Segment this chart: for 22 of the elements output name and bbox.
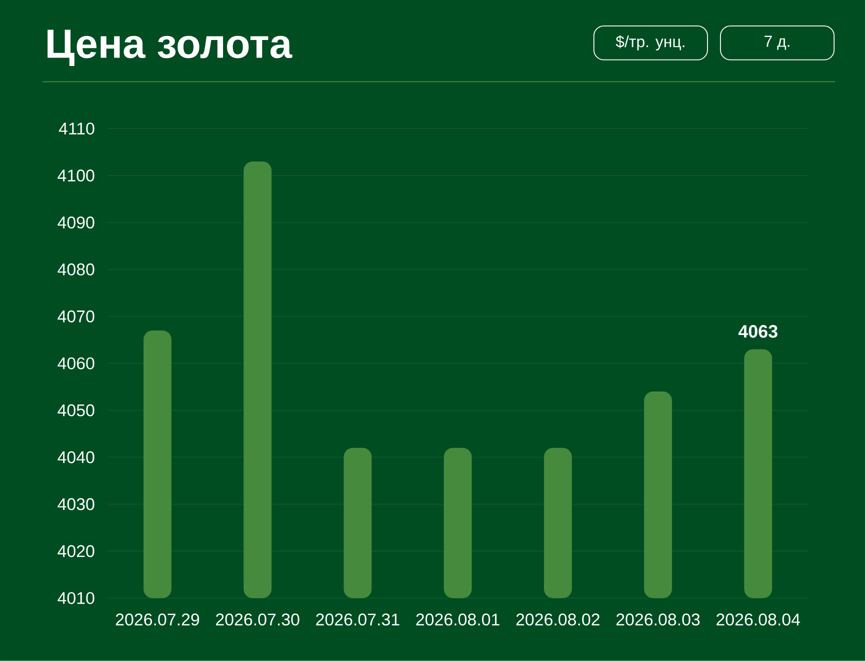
text: 7 д. xyxy=(764,36,790,50)
y-tick-label: 4110 xyxy=(58,122,94,135)
y-tick-label: 4070 xyxy=(58,310,94,322)
y-tick-label: 4050 xyxy=(58,404,94,416)
text: $/тр. унц. xyxy=(616,35,684,50)
y-tick-label: 4030 xyxy=(58,498,94,510)
x-tick-label: 2026.08.03 xyxy=(616,614,700,626)
x-tick-label: 2026.07.29 xyxy=(116,614,200,626)
y-tick-label: 4020 xyxy=(58,545,94,558)
x-tick-label: 2026.08.01 xyxy=(416,614,500,626)
y-tick-label: 4060 xyxy=(58,357,94,370)
x-tick-label: 2026.07.30 xyxy=(216,614,300,626)
x-tick-label: 2026.07.31 xyxy=(316,614,400,626)
y-tick-label: 4100 xyxy=(58,170,94,182)
y-tick-label: 4010 xyxy=(58,592,94,604)
y-tick-label: 4080 xyxy=(58,263,94,276)
chart-title: Цена золота xyxy=(48,30,292,66)
x-tick-label: 2026.08.04 xyxy=(716,614,800,626)
data-label: 4063 xyxy=(738,325,778,338)
y-tick-label: 4090 xyxy=(58,216,94,229)
x-tick-label: 2026.08.02 xyxy=(516,614,600,626)
y-tick-label: 4040 xyxy=(58,451,94,464)
